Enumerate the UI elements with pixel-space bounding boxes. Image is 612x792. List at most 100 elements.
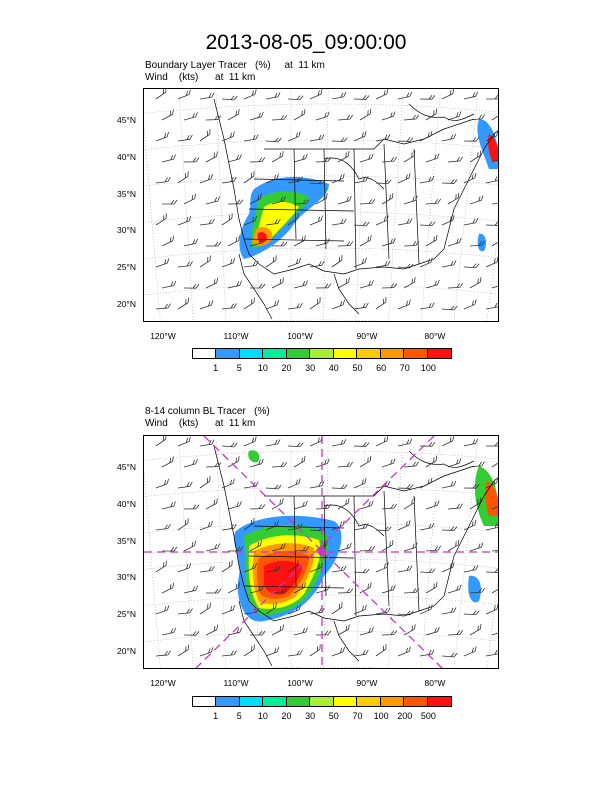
wind-barb [183,459,198,468]
wind-barb [227,199,244,205]
wind-barb [287,95,304,101]
colorbar-label: 70 [399,363,410,373]
wind-barb [243,436,257,447]
wind-barb [177,518,189,531]
wind-barb [199,520,213,531]
wind-barb [287,560,299,573]
wind-barb [161,235,175,247]
colorbar-swatch [239,697,264,706]
colorbar-swatch [263,697,287,706]
wind-barb [353,604,367,615]
wind-barb [227,235,240,247]
wind-barb [463,172,477,184]
wind-barb [249,540,262,552]
wind-barb [271,241,288,247]
map-frame-1 [143,88,499,322]
wind-barb [403,240,420,247]
wind-barb [331,255,343,268]
wind-barb [205,498,218,510]
wind-barb [265,218,281,226]
wind-barb [331,92,347,100]
wind-barb [397,610,414,616]
wind-barb [463,519,477,531]
panel2-title-line2: Wind (kts) at 11 km [145,418,256,429]
colorbar-label: 30 [305,363,316,373]
colorbar-2 [192,696,452,707]
wind-barb [249,458,264,468]
wind-barb [315,283,332,289]
wind-barb [397,646,411,657]
colorbar-label: 60 [376,363,387,373]
wind-barb [183,585,199,594]
page-title: 2013-08-05_09:00:00 [205,31,407,54]
wind-barb [177,134,193,142]
wind-barb [469,623,482,636]
wind-barb [199,173,213,184]
wind-barb [447,192,460,205]
wind-barb [227,582,240,594]
wind-barb [287,604,301,615]
wind-barb [486,94,498,100]
wind-barb [441,436,455,447]
wind-barb [485,649,498,657]
wind-barb [491,153,498,163]
tracer-blob [468,575,481,603]
wind-barb [441,562,455,573]
map-frame-2 [143,435,499,669]
wind-barb [221,604,236,615]
wind-barb [447,237,462,247]
wind-barb [381,503,398,510]
wind-barb [375,297,387,310]
colorbar-swatch [333,697,358,706]
wind-barb [441,260,457,268]
wind-barb [447,629,464,636]
wind-barb [441,179,458,184]
wind-barb [205,115,222,121]
wind-barb [271,588,288,594]
lon-label: 110°W [223,331,249,341]
wind-barb [375,562,389,573]
wind-barb [199,255,211,268]
wind-barb [161,582,175,594]
wind-barb [249,585,264,594]
colorbar-swatch [380,697,405,706]
wind-barb [243,134,259,142]
coastline [213,98,498,320]
colorbar-swatch [286,349,311,358]
wind-barb [463,610,480,616]
colorbar-swatch [216,349,240,358]
wind-barb [485,221,498,226]
wind-barb [155,213,167,226]
colorbar-1 [192,348,452,359]
wind-barb [249,504,266,510]
wind-barb [337,461,354,468]
wind-barb [463,565,479,573]
colorbar-label: 1 [213,363,219,373]
wind-barb [491,545,498,552]
wind-barb [353,131,367,142]
wind-barb [227,109,240,121]
wind-barb [271,624,284,636]
wind-barb [206,241,222,247]
colorbar-label: 30 [305,711,316,721]
wind-barb [199,129,211,142]
wind-barb [250,283,266,289]
wind-barb [287,478,301,489]
wind-barb [183,112,198,121]
wind-barb [221,560,233,573]
wind-barb [249,157,266,163]
wind-barb [243,562,257,573]
wind-barb [463,483,480,489]
wind-barb [161,109,174,121]
wind-barbs [155,89,498,311]
wind-barb [491,455,498,468]
wind-barb [331,137,348,143]
colorbar-swatch [239,349,264,358]
wind-barb [419,94,436,100]
wind-barb [491,500,498,510]
wind-barb [381,283,398,289]
wind-barb [403,497,416,510]
wind-barb [425,626,440,636]
wind-barb [419,221,436,227]
wind-barb [419,568,436,574]
